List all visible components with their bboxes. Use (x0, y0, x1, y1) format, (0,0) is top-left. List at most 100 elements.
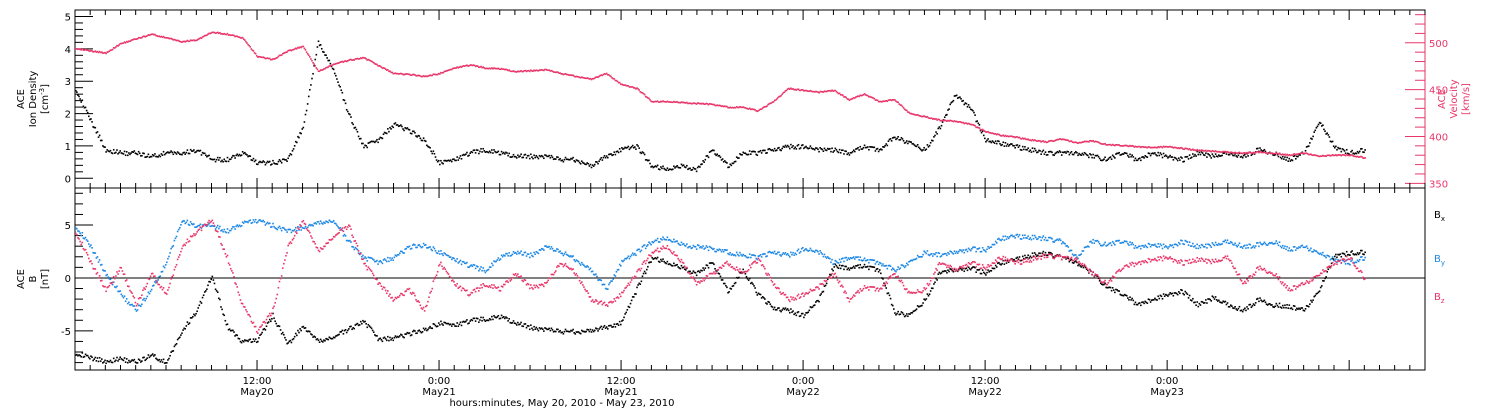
by-point (508, 252, 510, 254)
bz-point (150, 272, 153, 275)
by-point (1070, 249, 1073, 252)
by-point (791, 253, 793, 256)
density-point (367, 142, 370, 144)
density-point (198, 150, 201, 152)
by-point (807, 250, 810, 252)
by-point (229, 229, 232, 232)
bx-point (1210, 300, 1213, 302)
bx-point (964, 267, 967, 270)
by-point (303, 227, 306, 230)
density-point (667, 169, 670, 172)
density-point (318, 44, 321, 47)
bx-point (128, 359, 130, 362)
velocity-point (964, 122, 967, 124)
density-point (415, 135, 417, 137)
density-point (146, 155, 149, 158)
bx-point (774, 309, 777, 311)
velocity-point (215, 32, 218, 34)
velocity-point (190, 39, 193, 42)
bz-point (187, 241, 190, 243)
bx-point (1180, 288, 1182, 291)
by-point (1307, 249, 1310, 252)
density-point (812, 148, 815, 150)
by-point (1348, 263, 1350, 265)
bx-point (1154, 297, 1156, 300)
by-point (960, 249, 962, 252)
density-point (1238, 152, 1241, 155)
density-point (644, 159, 647, 161)
bz-point (147, 277, 150, 280)
density-point (597, 162, 599, 165)
by-point (1364, 256, 1366, 259)
bx-point (452, 323, 454, 325)
velocity-point (188, 40, 191, 43)
velocity-point (696, 102, 699, 104)
velocity-point (790, 87, 792, 90)
density-point (602, 156, 605, 159)
by-point (1014, 237, 1016, 239)
bx-point (1274, 305, 1276, 308)
by-point (99, 264, 102, 266)
velocity-point (783, 91, 786, 93)
velocity-point (950, 119, 953, 122)
velocity-point (940, 119, 943, 122)
density-point (283, 158, 285, 160)
density-point (1046, 154, 1049, 156)
density-point (79, 98, 81, 100)
bx-point (138, 359, 141, 362)
bx-point (875, 268, 878, 271)
density-point (1202, 154, 1205, 156)
velocity-point (896, 101, 898, 103)
density-point (239, 154, 242, 157)
bz-point (175, 264, 178, 266)
bx-point (266, 322, 269, 324)
velocity-point (535, 69, 538, 72)
bx-point (499, 317, 502, 320)
by-point (1057, 239, 1060, 242)
bx-point (154, 354, 156, 356)
density-point (976, 120, 979, 122)
velocity-point (1156, 146, 1158, 149)
bx-point (1102, 283, 1104, 286)
bx-point (1130, 299, 1132, 301)
velocity-point (1231, 151, 1233, 154)
bx-point (1159, 294, 1162, 297)
density-point (494, 150, 496, 153)
density-point (368, 141, 371, 144)
density-point (1093, 157, 1096, 159)
by-point (184, 222, 187, 225)
density-point (382, 133, 385, 136)
by-point (324, 222, 326, 224)
by-point (1213, 244, 1216, 247)
by-point (225, 231, 228, 234)
by-point (593, 274, 596, 276)
density-point (796, 144, 799, 147)
bx-point (628, 306, 631, 309)
bx-point (1050, 252, 1052, 254)
by-point (1216, 244, 1219, 246)
bx-point (900, 311, 903, 313)
density-point (1017, 146, 1020, 149)
density-point (1189, 157, 1192, 159)
velocity-point (1323, 155, 1325, 157)
density-point (859, 145, 862, 148)
density-point (188, 152, 191, 155)
bx-point (861, 266, 864, 269)
bx-point (984, 272, 986, 275)
velocity-point (1162, 145, 1165, 148)
velocity-point (830, 90, 832, 93)
velocity-point (94, 50, 97, 53)
by-point (697, 244, 700, 247)
bx-point (474, 320, 477, 322)
by-point (1175, 243, 1178, 246)
by-point (1335, 258, 1337, 260)
density-point (701, 163, 703, 165)
density-point (372, 140, 375, 143)
by-point (413, 243, 415, 246)
by-point (247, 221, 249, 224)
bx-point (859, 263, 862, 266)
velocity-point (409, 74, 412, 76)
density-point (1218, 154, 1220, 156)
bx-point (798, 315, 801, 318)
by-point (195, 226, 197, 229)
